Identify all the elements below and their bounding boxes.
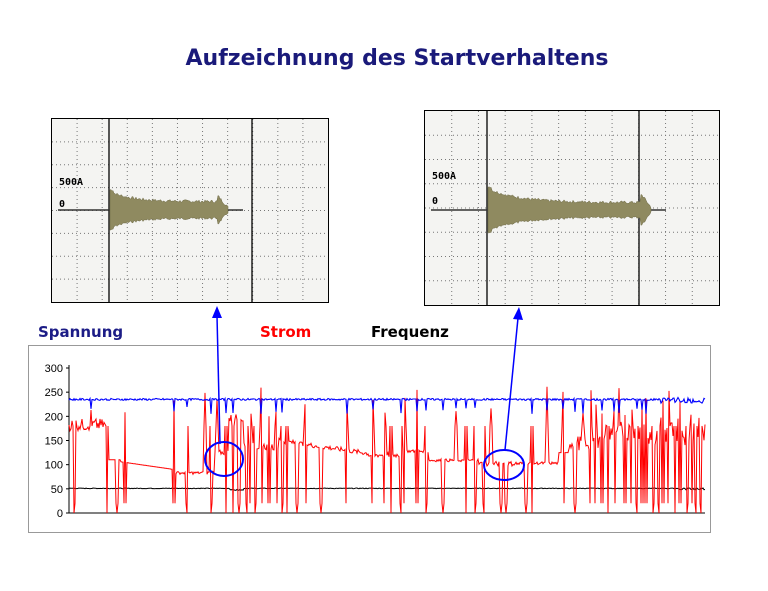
y-tick-label: 300 <box>45 363 63 375</box>
scope-zero-label: 0 <box>59 199 66 210</box>
y-tick-label: 50 <box>51 484 63 496</box>
callout-arrowhead-1 <box>212 306 222 318</box>
y-tick-label: 200 <box>45 411 63 423</box>
trend-chart: 0 50 100 150 200 250 300 <box>28 345 711 533</box>
legend-strom: Strom <box>260 323 312 341</box>
legend-spannung: Spannung <box>38 323 124 341</box>
legend-frequenz: Frequenz <box>371 323 449 341</box>
scope-current-waveform <box>487 186 652 234</box>
trend-chart-plot: 0 50 100 150 200 250 300 <box>45 363 706 520</box>
scope-current-waveform <box>109 189 229 231</box>
page-title: Aufzeichnung des Startverhaltens <box>185 46 609 71</box>
y-tick-label: 0 <box>57 508 63 520</box>
y-tick-label: 250 <box>45 387 63 399</box>
oscilloscope-plot-2 <box>425 111 719 305</box>
oscilloscope-capture-1: 500A 0 <box>51 118 329 303</box>
callout-arrowhead-2 <box>513 307 523 320</box>
series-spannung <box>68 396 706 414</box>
scope-amp-label: 500A <box>59 177 84 188</box>
series-frequenz <box>68 487 706 491</box>
series-strom <box>68 386 706 514</box>
oscilloscope-plot-1 <box>52 119 328 302</box>
y-tick-label: 100 <box>45 460 63 472</box>
oscilloscope-capture-2: 500A 0 <box>424 110 720 306</box>
y-tick-label: 150 <box>45 436 63 448</box>
scope-zero-label: 0 <box>432 196 439 207</box>
scope-amp-label: 500A <box>432 171 457 182</box>
